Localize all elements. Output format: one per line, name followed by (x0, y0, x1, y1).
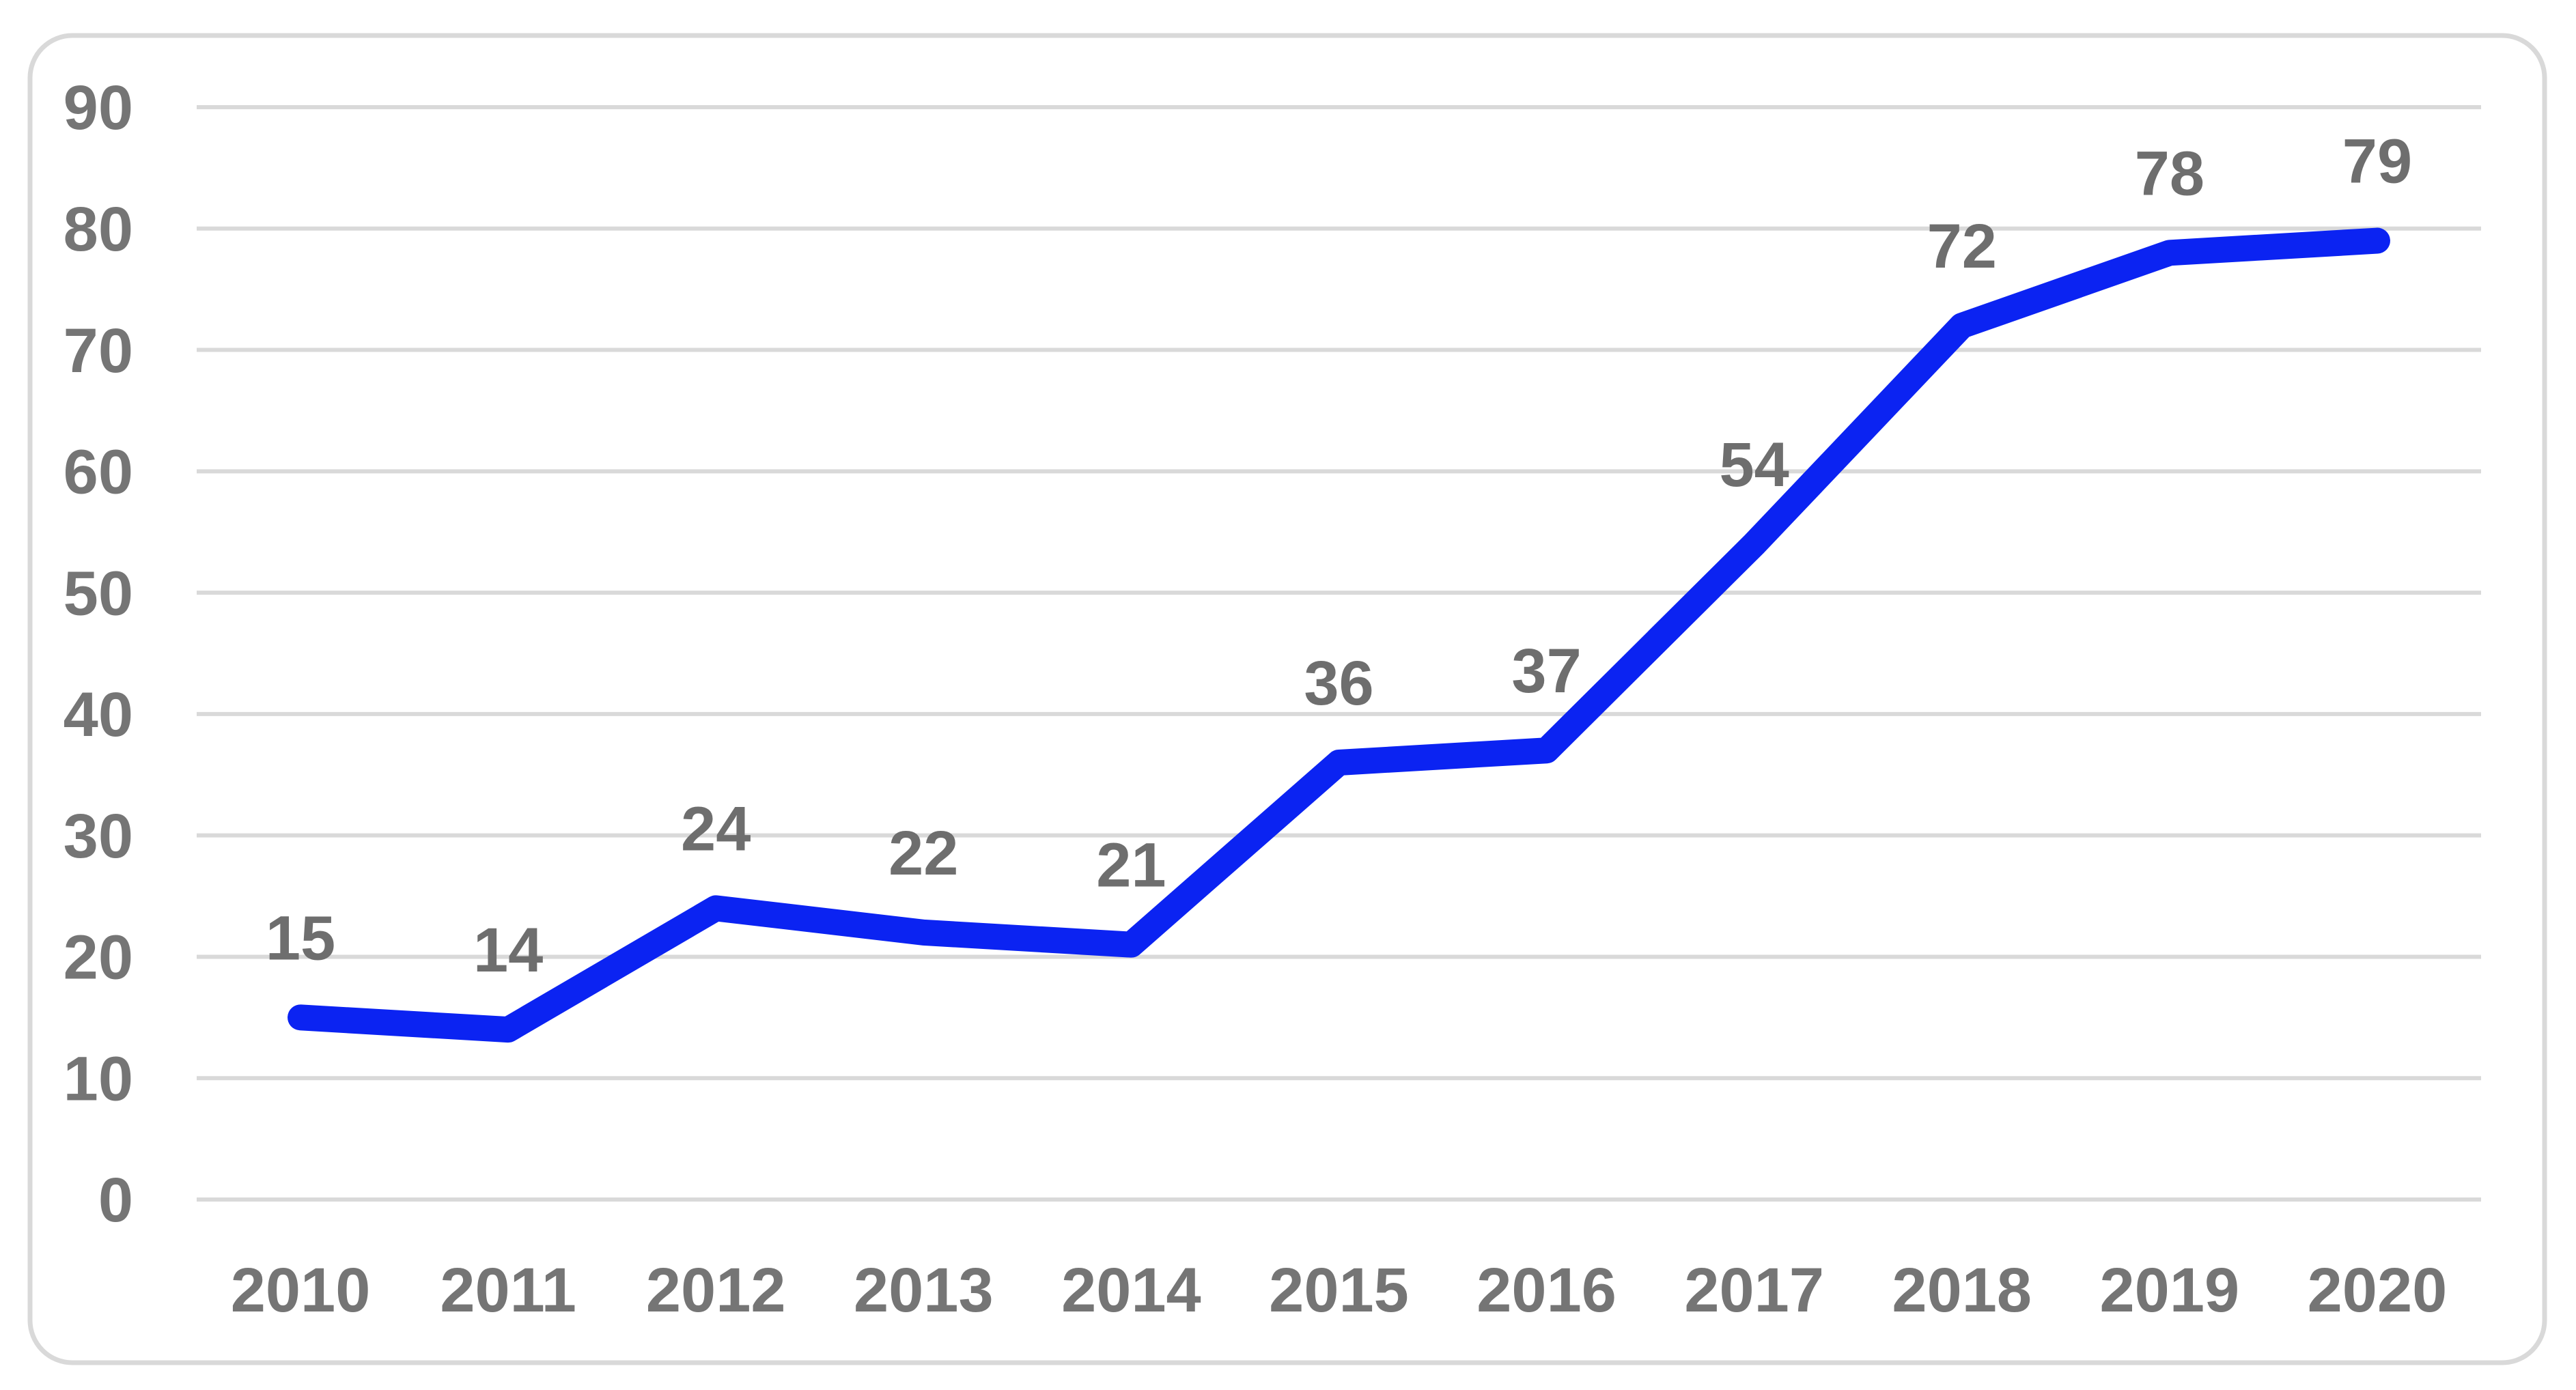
gridlines-group (197, 105, 2481, 1202)
y-axis-label: 10 (64, 1044, 133, 1114)
x-axis-label: 2013 (854, 1256, 994, 1325)
data-label: 78 (2135, 139, 2204, 208)
data-line-series (288, 227, 2390, 1043)
x-axis-label: 2019 (2100, 1256, 2240, 1325)
x-axis-label: 2020 (2308, 1256, 2448, 1325)
x-axis-label: 2011 (440, 1256, 576, 1325)
y-axis-label: 20 (64, 923, 133, 993)
data-label: 15 (266, 903, 335, 973)
y-axis-label: 70 (64, 316, 133, 386)
data-label: 54 (1720, 430, 1789, 500)
data-labels-group: 15 14 24 22 21 36 37 54 72 78 79 (266, 127, 2412, 986)
x-axis-label: 2012 (646, 1256, 786, 1325)
y-axis-label: 80 (64, 195, 133, 264)
data-label: 21 (1096, 831, 1166, 900)
data-label: 79 (2342, 127, 2412, 197)
y-axis-label: 60 (64, 438, 133, 507)
data-label: 37 (1511, 636, 1581, 706)
data-label: 72 (1927, 212, 1997, 281)
x-axis-labels-group: 2010 2011 2012 2013 2014 2015 2016 2017 2018 2019… (231, 1256, 2448, 1325)
y-axis-label: 50 (64, 558, 133, 628)
x-axis-label: 2015 (1269, 1256, 1409, 1325)
y-axis-labels-group: 0 10 20 30 40 50 60 70 80 90 (64, 73, 133, 1235)
chart-border (27, 33, 2547, 1365)
y-axis-label: 40 (64, 680, 133, 750)
data-label: 14 (473, 916, 543, 985)
x-axis-label: 2010 (231, 1256, 371, 1325)
y-axis-label: 90 (64, 73, 133, 143)
x-axis-label: 2014 (1061, 1256, 1201, 1325)
y-axis-label: 0 (98, 1165, 133, 1235)
data-label: 36 (1304, 649, 1373, 718)
x-axis-label: 2017 (1684, 1256, 1824, 1325)
x-axis-label: 2018 (1892, 1256, 2032, 1325)
data-label: 24 (681, 794, 751, 864)
x-axis-label: 2016 (1476, 1256, 1616, 1325)
data-label: 22 (888, 819, 958, 888)
y-axis-label: 30 (64, 802, 133, 871)
